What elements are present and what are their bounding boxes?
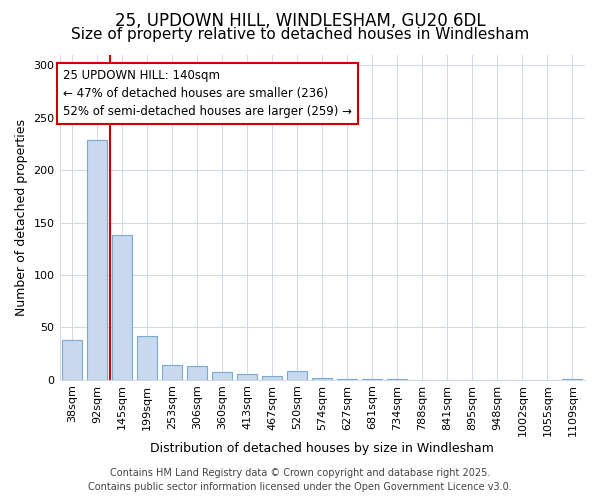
Bar <box>137 336 157 380</box>
Bar <box>87 140 107 380</box>
Bar <box>262 376 282 380</box>
Bar <box>212 372 232 380</box>
Text: 25 UPDOWN HILL: 140sqm
← 47% of detached houses are smaller (236)
52% of semi-de: 25 UPDOWN HILL: 140sqm ← 47% of detached… <box>63 68 352 117</box>
Bar <box>287 372 307 380</box>
Bar <box>112 235 132 380</box>
Bar <box>187 366 207 380</box>
Text: Contains HM Land Registry data © Crown copyright and database right 2025.
Contai: Contains HM Land Registry data © Crown c… <box>88 468 512 492</box>
Bar <box>337 378 358 380</box>
X-axis label: Distribution of detached houses by size in Windlesham: Distribution of detached houses by size … <box>151 442 494 455</box>
Bar <box>562 378 583 380</box>
Text: 25, UPDOWN HILL, WINDLESHAM, GU20 6DL: 25, UPDOWN HILL, WINDLESHAM, GU20 6DL <box>115 12 485 30</box>
Bar <box>312 378 332 380</box>
Bar <box>388 378 407 380</box>
Bar <box>62 340 82 380</box>
Text: Size of property relative to detached houses in Windlesham: Size of property relative to detached ho… <box>71 28 529 42</box>
Y-axis label: Number of detached properties: Number of detached properties <box>15 119 28 316</box>
Bar <box>237 374 257 380</box>
Bar <box>362 378 382 380</box>
Bar <box>162 365 182 380</box>
